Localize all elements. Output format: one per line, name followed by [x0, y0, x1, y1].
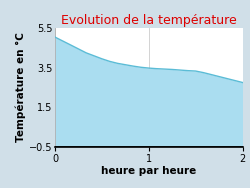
Title: Evolution de la température: Evolution de la température [61, 14, 236, 27]
X-axis label: heure par heure: heure par heure [101, 166, 196, 176]
Y-axis label: Température en °C: Température en °C [16, 33, 26, 142]
